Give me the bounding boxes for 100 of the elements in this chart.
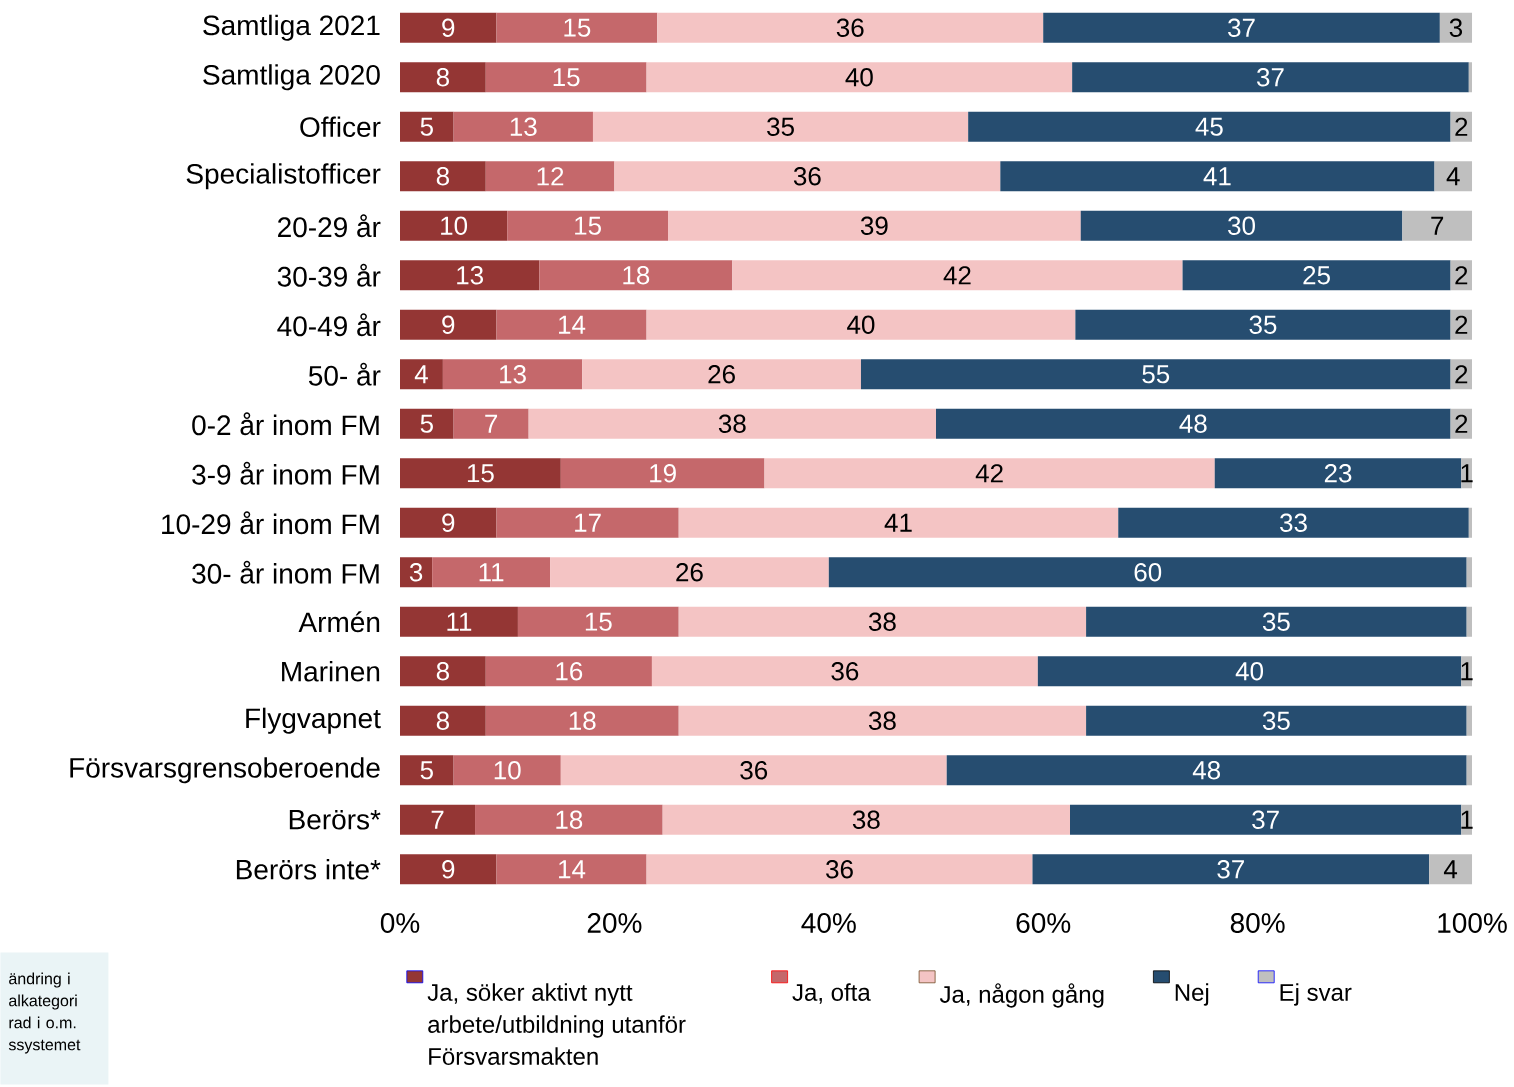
data-label: 8	[436, 662, 449, 681]
bar	[560, 755, 947, 786]
data-label: 30	[1228, 216, 1255, 235]
bar	[968, 111, 1451, 142]
data-label: 14	[559, 860, 586, 879]
bar	[550, 557, 829, 588]
data-label: 40	[845, 68, 873, 87]
data-label: 33	[1280, 513, 1307, 532]
y-tick-label: Marinen	[282, 660, 380, 682]
y-tick-label: Flygvapnet	[246, 707, 381, 734]
data-label: 8	[436, 167, 449, 186]
bar	[400, 507, 497, 538]
bar	[400, 260, 540, 291]
data-label: 2	[1455, 315, 1468, 334]
data-label: 13	[510, 117, 537, 136]
data-label: 4	[1446, 167, 1460, 186]
bar	[1075, 309, 1451, 340]
bar	[1032, 854, 1430, 885]
x-tick-label: 100%	[1438, 913, 1507, 933]
data-label: 26	[676, 563, 703, 582]
data-label: 5	[420, 761, 433, 780]
data-label: 9	[442, 18, 455, 37]
data-label: 13	[457, 266, 484, 285]
bar	[1086, 705, 1467, 736]
bar	[400, 309, 497, 340]
y-tick-label: Samtliga 2021	[203, 14, 380, 41]
bar	[453, 755, 561, 786]
bar	[678, 507, 1119, 538]
data-label: 60	[1134, 563, 1162, 582]
bar	[946, 755, 1467, 786]
bar	[668, 210, 1081, 241]
bar	[860, 359, 1451, 390]
data-label: 38	[868, 711, 896, 730]
x-tick-label: 40%	[801, 913, 856, 933]
bar	[400, 854, 497, 885]
y-tick-label: 30-39 år	[277, 263, 381, 287]
data-label: 9	[442, 315, 455, 334]
bar	[496, 12, 658, 43]
bar	[582, 359, 861, 390]
data-label: 48	[1179, 414, 1207, 433]
bar	[1466, 755, 1473, 786]
bar	[496, 507, 679, 538]
data-label: 36	[793, 167, 821, 186]
y-tick-label: Berörs inte*	[236, 858, 381, 880]
y-tick-label: Officer	[300, 116, 381, 138]
bar	[1434, 161, 1473, 192]
data-label: 5	[420, 414, 433, 433]
y-tick-label: 40-49 år	[277, 313, 381, 337]
data-label: 8	[436, 68, 449, 87]
bar	[1118, 507, 1469, 538]
data-label: 4	[1443, 860, 1458, 879]
data-label: 1	[1461, 810, 1473, 829]
bar	[1070, 804, 1462, 835]
data-label: 11	[479, 563, 504, 582]
data-label: 41	[884, 513, 912, 532]
data-label: 18	[556, 810, 583, 829]
bar	[592, 111, 969, 142]
bar	[1043, 12, 1440, 43]
bar	[1072, 62, 1469, 93]
data-label: 16	[556, 662, 583, 681]
data-label: 4	[414, 365, 428, 384]
data-label: 13	[500, 365, 526, 384]
bar	[646, 309, 1076, 340]
data-label: 11	[447, 612, 472, 631]
bar	[432, 557, 551, 588]
bar	[517, 606, 679, 637]
data-label: 35	[1249, 315, 1277, 334]
y-tick-label: 30- år inom FM	[192, 560, 379, 584]
data-label: 36	[826, 860, 853, 879]
bar	[400, 557, 433, 588]
bar	[400, 111, 454, 142]
bar	[400, 656, 486, 687]
bar	[400, 408, 454, 439]
data-label: 39	[860, 216, 888, 235]
y-tick-label: 3-9 år inom FM	[192, 461, 379, 485]
data-label: 23	[1324, 464, 1352, 483]
bar	[400, 12, 497, 43]
data-label: 3	[1449, 18, 1463, 37]
data-label: 9	[442, 860, 455, 879]
data-label: 15	[564, 18, 591, 37]
bar	[1466, 606, 1473, 637]
data-label: 7	[1431, 216, 1444, 235]
data-label: 38	[868, 612, 896, 631]
legend-label: Ja, söker aktivt nytt arbete/utbildning utanför Försvarsmakten	[427, 983, 686, 1065]
bar	[614, 161, 1001, 192]
bar	[1468, 507, 1473, 538]
data-label: 40	[847, 315, 875, 334]
bar	[764, 458, 1215, 489]
y-tick-label: Armén	[298, 611, 380, 633]
data-label: 38	[718, 414, 746, 433]
data-label: 35	[767, 117, 794, 136]
bar	[1000, 161, 1435, 192]
bar	[646, 62, 1073, 93]
bar	[400, 804, 476, 835]
bar	[1214, 458, 1462, 489]
bar	[496, 854, 647, 885]
data-label: 19	[650, 464, 676, 483]
bar	[400, 755, 454, 786]
bar	[560, 458, 765, 489]
x-tick-label: 60%	[1016, 913, 1071, 933]
